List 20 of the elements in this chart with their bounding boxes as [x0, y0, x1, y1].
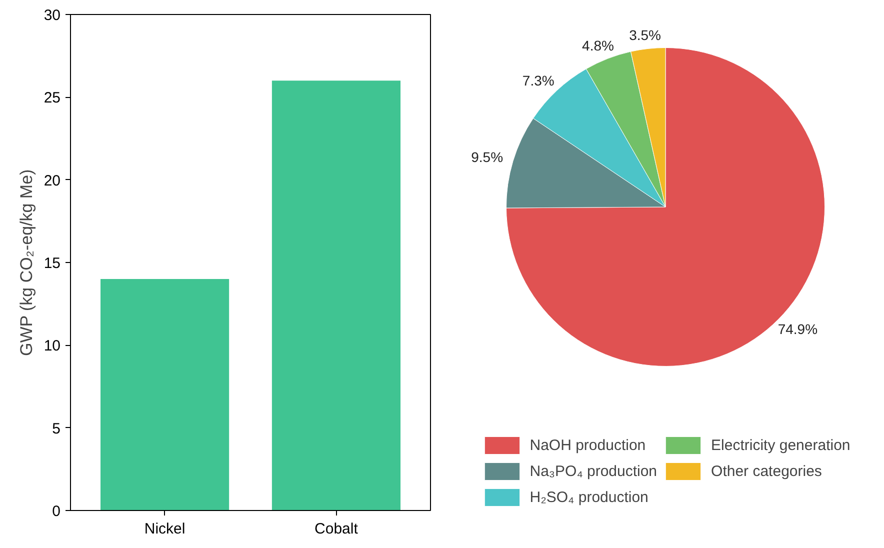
x-tick-label: Cobalt: [314, 520, 359, 538]
legend-label: H₂SO₄ production: [530, 488, 648, 506]
y-tick-label: 10: [44, 338, 61, 355]
data-label: 4.8%: [582, 38, 614, 54]
x-tick-label: Nickel: [144, 520, 186, 538]
y-tick-label: 25: [44, 90, 61, 107]
data-label: 3.5%: [629, 26, 662, 43]
data-label: 7.3%: [522, 72, 554, 88]
legend-label: Na₃PO₄ production: [530, 462, 658, 480]
legend-label: NaOH production: [530, 436, 646, 454]
data-label: 9.5%: [471, 149, 504, 166]
y-tick-label: 5: [52, 420, 60, 438]
legend-label: Electricity generation: [711, 436, 850, 454]
y-axis-title: GWP (kg CO₂-eq/kg Me): [16, 169, 36, 356]
y-tick-label: 20: [44, 172, 61, 190]
y-tick-label: 0: [52, 503, 60, 520]
legend-label: Other categories: [711, 462, 822, 480]
y-tick-label: 30: [44, 7, 61, 24]
y-tick-label: 15: [44, 255, 61, 272]
data-label: 74.9%: [778, 321, 818, 338]
